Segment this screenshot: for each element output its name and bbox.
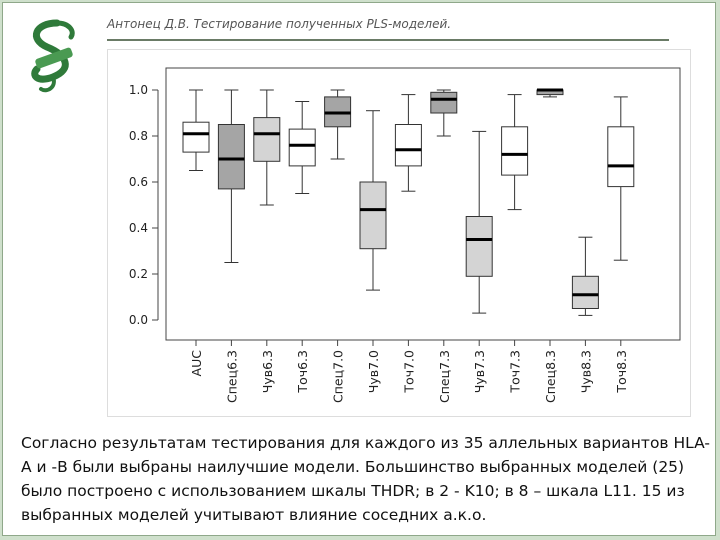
y-tick-label: 0.2 xyxy=(129,267,148,281)
box-iqr xyxy=(253,117,281,162)
header-divider xyxy=(107,39,669,41)
box-Точ7.0 xyxy=(394,94,422,192)
x-tick-label: Спец8.3 xyxy=(543,350,558,403)
header-title: Антонец Д.В. Тестирование полученных PLS… xyxy=(107,17,452,31)
x-tick-label: Чув7.0 xyxy=(366,350,381,393)
x-tick-label: Точ8.3 xyxy=(614,350,629,394)
y-tick-label: 0.0 xyxy=(129,313,148,327)
x-tick-label: AUC xyxy=(189,350,204,377)
box-Чув7.3 xyxy=(465,130,493,314)
x-tick-label: Точ7.3 xyxy=(508,350,523,394)
x-tick-label: Точ7.0 xyxy=(401,350,416,394)
x-tick-label: Спец7.3 xyxy=(437,350,452,403)
body-text: Согласно результатам тестирования для ка… xyxy=(21,434,710,524)
box-iqr xyxy=(571,275,599,310)
x-tick-label: Чув6.3 xyxy=(260,350,275,393)
box-Спец8.3 xyxy=(536,88,564,98)
y-tick-label: 0.6 xyxy=(129,175,148,189)
box-Точ6.3 xyxy=(288,101,316,194)
chart-frame: 0.0 0.2 0.4 0.6 0.8 1.0 AUC Спец6.3 Чув6.3 Точ6.3… xyxy=(107,49,691,417)
box-Спец7.0 xyxy=(324,89,352,160)
box-iqr xyxy=(359,181,387,250)
box-iqr xyxy=(465,216,493,277)
x-tick-label: Чув7.3 xyxy=(472,350,487,393)
box-plot-chart: 0.0 0.2 0.4 0.6 0.8 1.0 AUC Спец6.3 Чув6.3 Точ6.3… xyxy=(129,67,681,403)
box-iqr xyxy=(217,124,245,190)
y-tick-label: 1.0 xyxy=(129,83,148,97)
snake-logo-icon xyxy=(31,19,75,93)
box-iqr xyxy=(501,126,529,176)
chart-axes: 0.0 0.2 0.4 0.6 0.8 1.0 AUC Спец6.3 Чув6.3 Точ6.3… xyxy=(129,67,681,403)
y-tick-label: 0.4 xyxy=(129,221,148,235)
box-Чув6.3 xyxy=(253,89,281,206)
box-Чув7.0 xyxy=(359,110,387,291)
box-Спец7.3 xyxy=(430,89,458,137)
box-iqr xyxy=(288,128,316,167)
box-AUC xyxy=(182,89,210,171)
box-Спец6.3 xyxy=(217,89,245,263)
chart-boxes xyxy=(182,88,635,316)
box-Точ8.3 xyxy=(607,96,635,261)
plot-border xyxy=(165,67,681,341)
x-tick-label: Спец6.3 xyxy=(224,350,239,403)
box-iqr xyxy=(394,124,422,167)
y-tick-label: 0.8 xyxy=(129,129,148,143)
x-tick-label: Спец7.0 xyxy=(331,350,346,403)
box-iqr xyxy=(430,91,458,114)
box-Точ7.3 xyxy=(501,94,529,211)
box-Чув8.3 xyxy=(571,236,599,316)
x-tick-label: Чув8.3 xyxy=(578,350,593,393)
box-iqr xyxy=(607,126,635,188)
box-iqr xyxy=(182,121,210,153)
x-tick-label: Точ6.3 xyxy=(295,350,310,394)
